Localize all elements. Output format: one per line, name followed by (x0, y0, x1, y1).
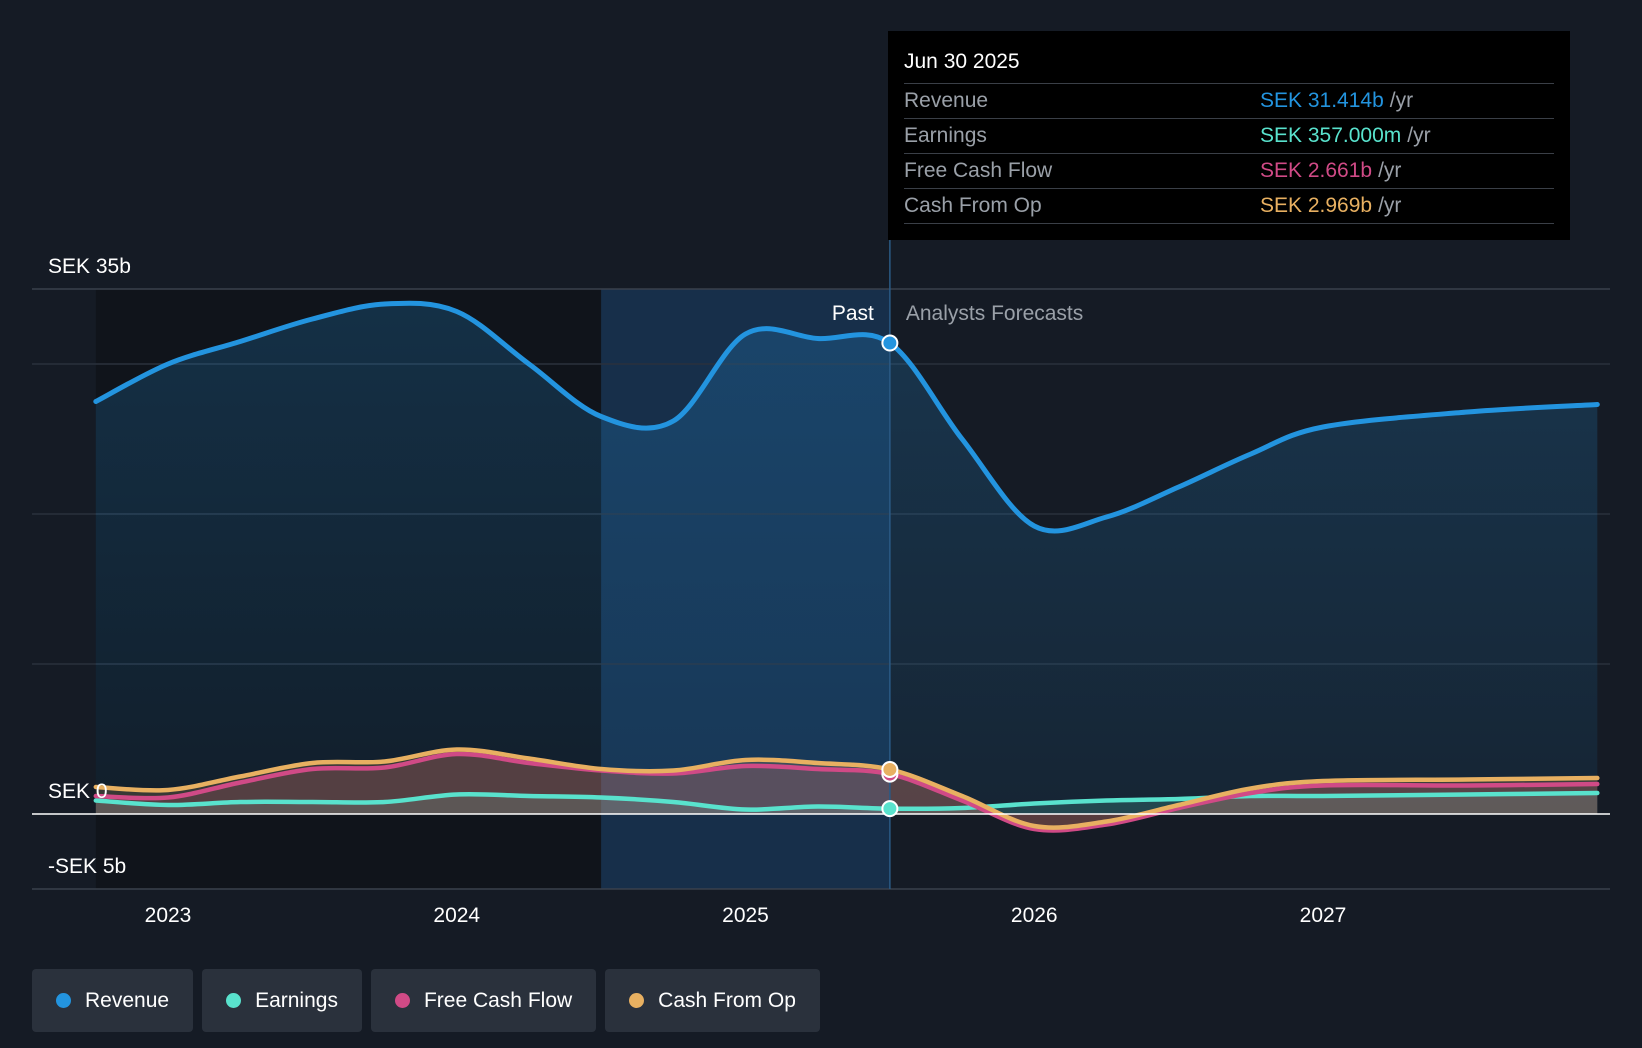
area-cash-from-op (95, 749, 1598, 828)
tooltip-unit: /yr (1389, 89, 1414, 112)
legend-label: Cash From Op (658, 988, 796, 1012)
line-earnings (93, 790, 1600, 812)
tooltip-value: SEK 31.414b (1260, 89, 1384, 112)
tooltip-value: SEK 357.000m (1260, 124, 1402, 147)
y-tick-label: SEK 35b (48, 255, 131, 278)
y-tick-label: -SEK 5b (48, 855, 126, 878)
x-axis-labels: 2023 2024 2025 2026 2027 (145, 904, 1347, 927)
y-axis-labels: SEK 35b SEK 0 -SEK 5b (48, 255, 131, 878)
tooltip-label: Earnings (904, 124, 987, 147)
tooltip-date: Jun 30 2025 (904, 47, 1554, 84)
tooltip-unit: /yr (1378, 194, 1402, 217)
tooltip-row-revenue: Revenue SEK 31.414b /yr (904, 84, 1554, 119)
marker-cash-from-op (881, 760, 899, 778)
legend-item-earnings[interactable]: Earnings (202, 969, 362, 1032)
x-tick-label: 2027 (1300, 904, 1347, 927)
tooltip-value: SEK 2.661b (1260, 159, 1373, 182)
legend-dot-icon (394, 993, 410, 1008)
area-free-cash-flow (95, 753, 1598, 831)
tooltip-label: Revenue (904, 89, 989, 112)
legend-dot-icon (629, 993, 645, 1008)
series-lines (93, 300, 1600, 833)
tooltip-unit: /yr (1378, 159, 1402, 182)
x-tick-label: 2026 (1011, 904, 1058, 927)
legend-item-cash-from-op[interactable]: Cash From Op (605, 969, 820, 1032)
marker-earnings (881, 800, 899, 818)
legend: Revenue Earnings Free Cash Flow Cash Fro… (32, 969, 820, 1032)
hover-markers (881, 334, 899, 818)
tooltip-row-earnings: Earnings SEK 357.000m /yr (904, 119, 1554, 154)
tooltip-label: Cash From Op (904, 194, 1042, 217)
tooltip-value: SEK 2.969b (1260, 194, 1373, 217)
legend-item-free-cash-flow[interactable]: Free Cash Flow (370, 969, 597, 1032)
legend-item-revenue[interactable]: Revenue (32, 969, 194, 1032)
y-tick-label: SEK 0 (48, 780, 108, 803)
forecast-label: Analysts Forecasts (906, 302, 1083, 325)
line-revenue (93, 300, 1600, 534)
tooltip-unit: /yr (1407, 124, 1431, 147)
x-tick-label: 2024 (433, 904, 480, 927)
marker-revenue (881, 334, 899, 352)
x-tick-label: 2025 (722, 904, 769, 927)
tooltip-label: Free Cash Flow (904, 159, 1053, 182)
legend-label: Revenue (85, 988, 170, 1012)
legend-label: Earnings (255, 988, 338, 1012)
area-revenue (95, 303, 1598, 814)
series-areas (95, 303, 1598, 831)
legend-dot-icon (56, 993, 71, 1008)
x-tick-label: 2023 (145, 904, 192, 927)
tooltip-row-free-cash-flow: Free Cash Flow SEK 2.661b /yr (904, 154, 1554, 189)
legend-label: Free Cash Flow (423, 988, 573, 1012)
tooltip: Jun 30 2025 Revenue SEK 31.414b /yr Earn… (888, 31, 1570, 240)
past-label: Past (832, 302, 874, 325)
line-free-cash-flow (93, 751, 1600, 833)
legend-dot-icon (226, 993, 242, 1008)
tooltip-row-cash-from-op: Cash From Op SEK 2.969b /yr (904, 189, 1554, 224)
line-cash-from-op (93, 747, 1600, 830)
